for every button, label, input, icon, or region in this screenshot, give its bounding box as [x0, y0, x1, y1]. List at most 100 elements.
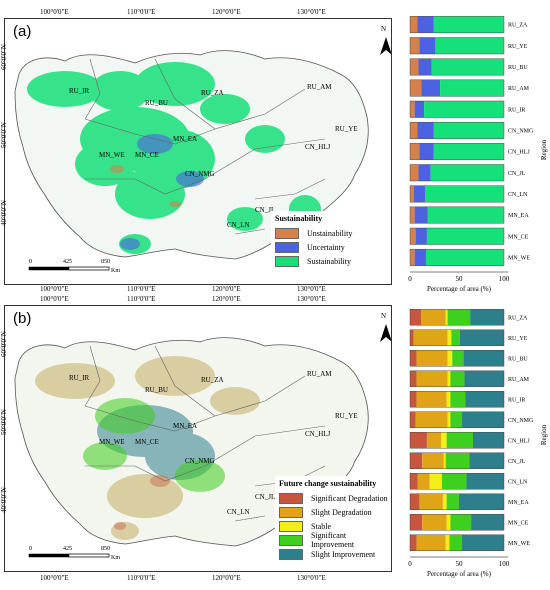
bar-segment-ru-za-3: [447, 309, 471, 326]
y-tick-label: MN_WE: [508, 255, 530, 261]
lon-label-bottom: 120°0'0"E: [212, 574, 241, 582]
bar-outline: [409, 473, 505, 490]
bar-segment-ru-ir-2: [424, 100, 504, 118]
bar-segment-ru-za-1: [421, 309, 446, 326]
legend-b-item: Stable: [279, 519, 391, 533]
bar-segment-ru-za-0: [410, 309, 422, 326]
lon-label-top: 120°0'0"E: [212, 295, 241, 303]
bar-segment-cn-jl-2: [430, 164, 504, 182]
bar-segment-cn-nmg-1: [417, 122, 434, 139]
bar-segment-ru-bu-0: [410, 58, 419, 76]
y-axis-title: Region: [540, 139, 548, 160]
bar-segment-ru-am-4: [464, 370, 504, 387]
bar-segment-cn-ln-0: [410, 473, 418, 490]
bar-segment-ru-za-0: [410, 16, 418, 33]
bar-outline: [409, 493, 505, 510]
north-label: N: [381, 312, 386, 320]
bar-segment-ru-ye-0: [410, 37, 420, 55]
bar-segment-cn-ln-1: [413, 185, 426, 203]
bar-segment-mn-ce-2: [426, 227, 504, 245]
scale-unit: Km: [111, 268, 120, 274]
bar-segment-mn-we-2: [425, 249, 504, 266]
map-region-label: RU_AM: [307, 370, 332, 378]
bar-segment-cn-hlj-0: [410, 432, 427, 449]
y-tick-label: CN_NMG: [508, 418, 534, 424]
bar-segment-ru-ye-1: [419, 37, 436, 55]
legend-label: Significant Improvement: [310, 531, 355, 549]
lon-label-bottom: 120°0'0"E: [212, 285, 241, 293]
y-tick-label: CN_HLJ: [508, 150, 530, 156]
legend-a-title: Sustainability: [275, 214, 323, 223]
map-region-label: RU_BU: [145, 386, 168, 394]
bar-outline: [409, 185, 505, 203]
bar-chart-b: 0 50 100 Percentage of area (%) Region R…: [408, 309, 548, 578]
lat-label: 50°0'0"N: [0, 409, 8, 435]
lon-label-top: 100°0'0"E: [40, 8, 69, 16]
bar-segment-ru-bu-1: [416, 350, 448, 367]
y-tick-label: CN_JL: [508, 171, 526, 177]
north-arrow-icon: [380, 37, 391, 55]
lon-label-bottom: 130°0'0"E: [297, 285, 326, 293]
map-region-label: RU_AM: [307, 83, 332, 91]
x-tick-label: 50: [456, 560, 464, 568]
uncertainty-pixels: [120, 134, 204, 250]
legend-label: Slight Improvement: [311, 549, 376, 559]
legend-label: Sustainability: [307, 256, 351, 266]
scale-tick: 850: [101, 546, 110, 552]
bar-segment-mn-ea-4: [458, 493, 504, 510]
y-tick-labels-a: RU_ZA RU_YE RU_BU RU_AM RU_IR CN_NMG CN_HLJ CN_…: [508, 23, 534, 262]
bar-outline: [409, 206, 505, 224]
bar-segment-ru-am-1: [416, 370, 448, 387]
bar-segment-ru-ir-2: [446, 391, 451, 408]
lat-label: 60°0'0"N: [0, 44, 8, 70]
bar-segment-ru-ir-3: [450, 391, 466, 408]
bar-segment-cn-jl-2: [443, 452, 446, 469]
bar-segment-mn-ce-3: [450, 514, 472, 531]
bar-segment-ru-ye-2: [447, 329, 452, 346]
x-tick-label: 100: [499, 275, 510, 283]
bar-segment-cn-hlj-0: [410, 143, 420, 160]
bar-segment-ru-za-4: [470, 309, 504, 326]
scale-tick: 425: [63, 259, 72, 265]
legend-a-item: Sustainability: [275, 254, 391, 268]
map-b: RU_IR RU_BU RU_ZA RU_AM MN_EA MN_CE MN_W…: [4, 305, 392, 572]
bar-outline: [409, 143, 505, 161]
bar-outline: [409, 452, 505, 469]
lon-label-bottom: 130°0'0"E: [297, 574, 326, 582]
x-axis-title: Percentage of area (%): [427, 570, 492, 578]
map-region-label: RU_ZA: [201, 89, 224, 97]
x-tick-label: 100: [499, 560, 510, 568]
bar-outline: [409, 411, 505, 428]
bar-segment-ru-ye-0: [410, 329, 414, 346]
bar-chart-b-bars: [409, 309, 505, 551]
bar-segment-cn-ln-2: [429, 473, 442, 490]
bar-outline: [409, 391, 505, 408]
bar-segment-mn-we-1: [416, 534, 446, 551]
lon-label-top: 120°0'0"E: [212, 8, 241, 16]
bar-segment-cn-jl-0: [410, 452, 423, 469]
bar-segment-ru-ye-2: [435, 37, 504, 55]
bar-segment-cn-nmg-1: [415, 411, 448, 428]
y-tick-label: RU_ZA: [508, 315, 528, 321]
bar-outline: [409, 350, 505, 367]
bar-segment-cn-ln-3: [441, 473, 467, 490]
x-tick-label: 0: [408, 275, 412, 283]
y-tick-label: RU_IR: [508, 107, 525, 113]
bar-outline: [409, 329, 505, 346]
bar-segment-ru-ir-0: [410, 100, 415, 118]
map-region-label: CN_HLJ: [305, 430, 331, 438]
bar-segment-cn-hlj-2: [441, 432, 447, 449]
bar-segment-ru-za-2: [433, 16, 504, 33]
bar-segment-cn-nmg-4: [461, 411, 504, 428]
y-tick-label: CN_LN: [508, 192, 528, 198]
y-tick-label: MN_CE: [508, 234, 529, 240]
bar-segment-ru-am-1: [421, 79, 441, 97]
y-tick-label: CN_JL: [508, 459, 526, 465]
bar-segment-cn-ln-0: [410, 185, 414, 203]
map-region-label: MN_WE: [99, 438, 125, 446]
scale-tick: 0: [29, 259, 32, 265]
bar-outline: [409, 227, 505, 245]
bar-segment-cn-hlj-3: [446, 432, 473, 449]
bar-segment-mn-ea-3: [446, 493, 459, 510]
y-tick-label: MN_EA: [508, 500, 529, 506]
